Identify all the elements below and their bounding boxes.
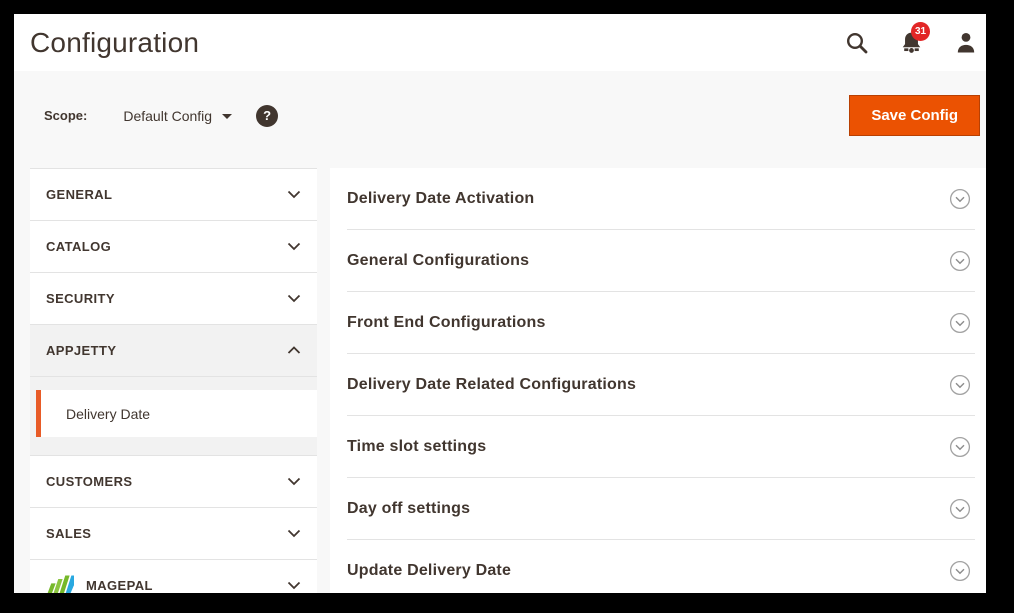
scope-switcher[interactable]: Default Config [123,107,233,124]
divider [347,477,975,478]
page-header: Configuration 31 [14,14,986,71]
sidebar-item-catalog[interactable]: CATALOG [30,221,317,273]
divider [347,415,975,416]
page-title: Configuration [30,26,200,58]
section-day-off-settings[interactable]: Day off settings [330,478,986,539]
divider [347,291,975,292]
config-nav-sidebar: GENERAL CATALOG SECURITY APPJETTY [30,168,317,593]
magepal-logo-icon [46,574,74,593]
help-icon[interactable]: ? [256,104,279,127]
sidebar-item-appjetty[interactable]: APPJETTY [30,325,317,377]
section-time-slot-settings[interactable]: Time slot settings [330,416,986,477]
admin-window: Configuration 31 [14,14,986,593]
scope-bar: Scope: Default Config ? Save Config [14,71,986,137]
header-icons: 31 [845,22,978,55]
section-front-end-configurations[interactable]: Front End Configurations [330,292,986,353]
chevron-down-icon [287,294,301,303]
expand-chevron-circle-icon[interactable] [949,312,971,334]
chevron-down-icon [287,242,301,251]
section-update-delivery-date[interactable]: Update Delivery Date [330,540,986,593]
sidebar-subitem-delivery-date[interactable]: Delivery Date [36,390,317,437]
divider [347,229,975,230]
section-general-configurations[interactable]: General Configurations [330,230,986,291]
expand-chevron-circle-icon[interactable] [949,498,971,520]
sidebar-item-sales[interactable]: SALES [30,508,317,560]
scope-label: Scope: [44,108,88,123]
expand-chevron-circle-icon[interactable] [949,560,971,582]
section-delivery-date-related-configurations[interactable]: Delivery Date Related Configurations [330,354,986,415]
chevron-down-icon [287,581,301,590]
save-config-button[interactable]: Save Config [849,95,980,136]
chevron-up-icon [287,346,301,355]
sidebar-item-customers[interactable]: CUSTOMERS [30,456,317,508]
search-icon[interactable] [845,31,869,55]
config-sections-panel: Delivery Date Activation General Configu… [330,168,986,593]
expand-chevron-circle-icon[interactable] [949,250,971,272]
sidebar-item-security[interactable]: SECURITY [30,273,317,325]
divider [347,353,975,354]
sidebar-item-general[interactable]: GENERAL [30,169,317,221]
divider [347,539,975,540]
scope-current-value: Default Config [123,107,213,124]
expand-chevron-circle-icon[interactable] [949,374,971,396]
notification-count-badge: 31 [911,22,930,41]
caret-down-icon [222,114,233,119]
expand-chevron-circle-icon[interactable] [949,188,971,210]
chevron-down-icon [287,529,301,538]
account-user-icon[interactable] [954,31,978,55]
notifications-bell-icon[interactable]: 31 [899,22,930,55]
chevron-down-icon [287,190,301,199]
config-body: GENERAL CATALOG SECURITY APPJETTY [14,168,986,593]
section-delivery-date-activation[interactable]: Delivery Date Activation [330,168,986,229]
expand-chevron-circle-icon[interactable] [949,436,971,458]
sidebar-item-magepal[interactable]: MAGEPAL [30,560,317,593]
appjetty-subgroup: Delivery Date [30,377,317,456]
chevron-down-icon [287,477,301,486]
